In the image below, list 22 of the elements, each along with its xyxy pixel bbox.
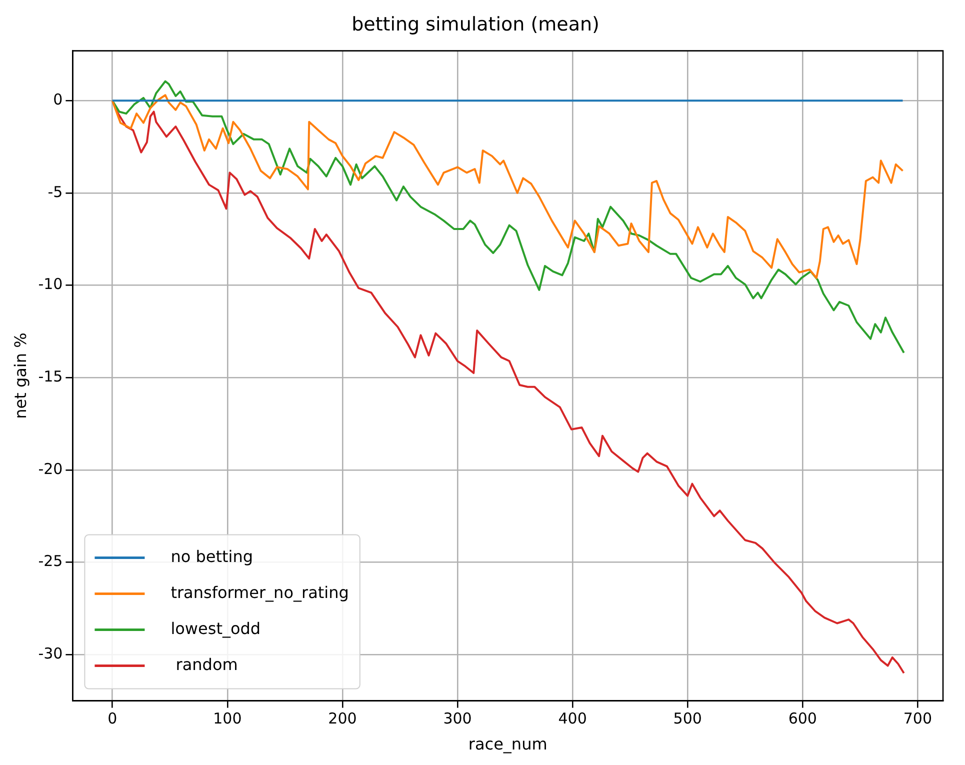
chart-title: betting simulation (mean): [352, 13, 600, 36]
legend-label: random: [170, 654, 238, 674]
y-tick-label: -25: [38, 552, 63, 570]
x-tick-label: 100: [213, 710, 242, 728]
x-tick-label: 300: [443, 710, 472, 728]
y-tick-label: -20: [38, 460, 63, 478]
x-tick-label: 700: [903, 710, 932, 728]
x-tick-label: 400: [558, 710, 587, 728]
y-tick-label: -30: [38, 644, 63, 663]
y-tick-label: 0: [53, 90, 63, 109]
x-tick-label: 200: [328, 710, 357, 728]
legend-label: lowest_odd: [170, 618, 261, 638]
legend-label: transformer_no_rating: [170, 582, 349, 602]
y-tick-label: -15: [38, 368, 63, 386]
legend-label: no betting: [170, 546, 254, 566]
x-tick-label: 500: [673, 710, 702, 728]
y-axis-title: net gain %: [10, 332, 30, 419]
x-tick-label: 600: [788, 710, 817, 728]
x-axis-title: race_num: [468, 734, 548, 754]
x-tick-label: 0: [108, 710, 118, 728]
y-tick-label: -10: [38, 275, 63, 294]
y-tick-label: -5: [48, 182, 63, 201]
